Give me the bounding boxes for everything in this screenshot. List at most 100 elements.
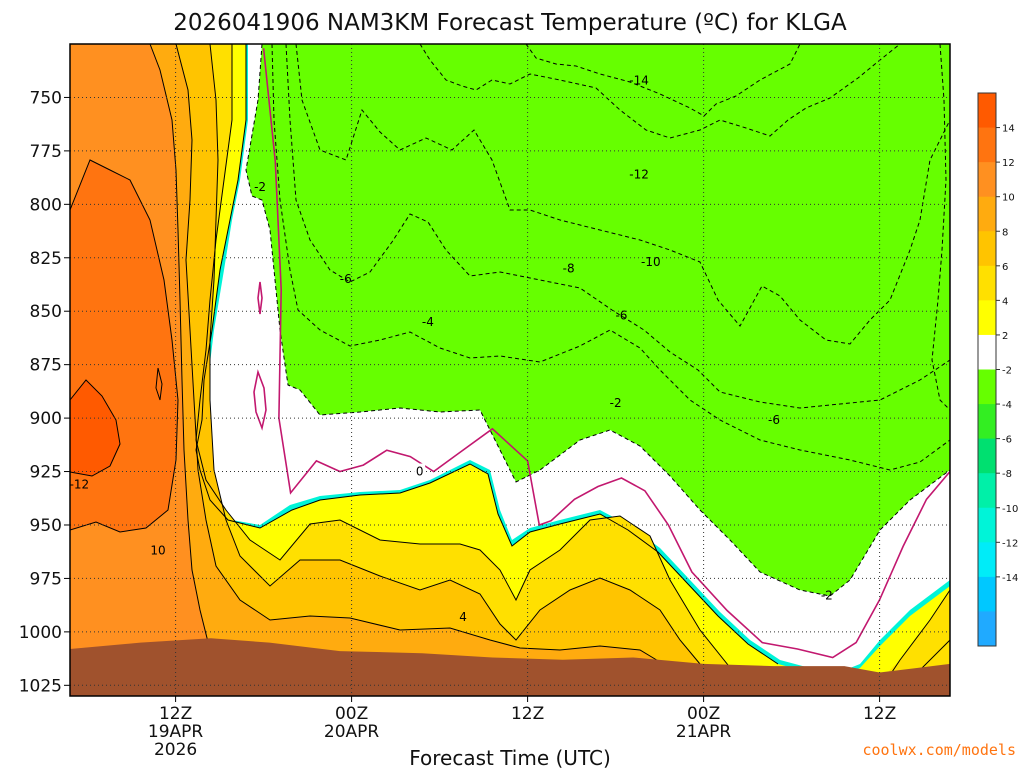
y-tick-label: 800	[30, 195, 62, 215]
y-tick-label: 775	[30, 142, 62, 162]
zero-isotherm	[262, 48, 950, 659]
colorbar-label: -12	[1002, 538, 1018, 549]
colorbar-swatch	[978, 404, 996, 440]
colorbar-label: 2	[1002, 331, 1008, 342]
contour-line	[195, 44, 741, 681]
contour-label: -12	[629, 167, 649, 181]
contour-label: 4	[459, 610, 467, 624]
colorbar-swatch	[978, 334, 996, 370]
y-tick-label: 875	[30, 356, 62, 376]
y-tick-label: 1000	[19, 623, 62, 643]
contour-line	[271, 44, 950, 471]
contour-label-bg	[414, 463, 426, 478]
band-minus-2	[246, 44, 950, 596]
colorbar-label: 6	[1002, 262, 1008, 273]
contour-label: -2	[254, 180, 266, 194]
contour-labels: -14 -12 -10 -8 -6 -6 -6 -4 -2 -2 -2 0 4 -12 10	[70, 73, 833, 624]
colorbar: 14 12 10 8 6 4 2 -2 -4 -6 -8 -10 -12 -14	[977, 92, 1018, 647]
contour-label: -6	[340, 272, 352, 286]
contour-line	[70, 159, 179, 533]
colorbar-label: 4	[1002, 296, 1008, 307]
colorbar-swatch	[978, 231, 996, 267]
colorbar-label: 14	[1002, 124, 1015, 135]
contour-label: -14	[629, 73, 649, 87]
contour-label: 10	[150, 544, 165, 558]
contour-line	[931, 44, 950, 411]
colorbar-label: -2	[1002, 366, 1012, 377]
colorbar-label: 10	[1002, 193, 1015, 204]
zero-isotherm-loop	[253, 369, 267, 431]
contour-line	[285, 44, 950, 409]
contour-label: -4	[422, 315, 434, 329]
terrain-surface	[70, 638, 950, 696]
contour-label: -2	[821, 589, 833, 603]
contour-line	[245, 44, 950, 597]
x-tick-label: 19APR	[148, 722, 204, 742]
chart-title: 2026041906 NAM3KM Forecast Temperature (…	[173, 10, 847, 36]
colorbar-swatch	[978, 576, 996, 612]
colorbar-swatch	[978, 300, 996, 336]
contour-line	[419, 44, 901, 139]
contour-line	[525, 44, 801, 117]
zero-isotherm-loop	[257, 281, 263, 315]
y-axis: 750 775 800 825 850 875 900 925 950 975 1000 1025	[19, 88, 70, 696]
y-tick-label: 1025	[19, 676, 62, 696]
colorbar-label: 12	[1002, 158, 1015, 169]
contour-label: -6	[768, 413, 780, 427]
contour-line	[70, 379, 121, 477]
colorbar-swatch	[978, 369, 996, 405]
plot-area: -14 -12 -10 -8 -6 -6 -6 -4 -2 -2 -2 0 4 -12 10	[70, 44, 950, 696]
y-tick-label: 975	[30, 569, 62, 589]
y-tick-label: 900	[30, 409, 62, 429]
colorbar-swatch	[978, 93, 996, 129]
contour-label: 0	[416, 465, 424, 479]
x-tick-label: 00Z	[335, 704, 368, 724]
contour-line	[155, 367, 163, 401]
x-tick-label: 20APR	[324, 722, 380, 742]
x-tick-label: 12Z	[511, 704, 544, 724]
colorbar-swatch	[978, 473, 996, 509]
colorbar-swatch	[978, 127, 996, 163]
y-tick-label: 925	[30, 463, 62, 483]
y-tick-label: 950	[30, 516, 62, 536]
contour-label: -8	[563, 261, 575, 275]
band-plus-14	[70, 380, 120, 476]
colorbar-label: -14	[1002, 573, 1018, 584]
band-plus-2	[70, 44, 950, 696]
colorbar-swatch	[978, 196, 996, 232]
grid	[70, 44, 950, 696]
y-tick-label: 850	[30, 302, 62, 322]
x-tick-label: 12Z	[863, 704, 896, 724]
x-tick-label: 21APR	[676, 722, 732, 742]
colorbar-label: 8	[1002, 227, 1008, 238]
colorbar-swatch	[978, 438, 996, 474]
x-tick-label: 00Z	[687, 704, 720, 724]
contour-line	[195, 44, 779, 665]
contour-line	[209, 44, 701, 665]
credit-text: coolwx.com/models	[862, 741, 1016, 759]
colorbar-swatch	[978, 507, 996, 543]
colorbar-swatch	[978, 162, 996, 198]
contour-label: -6	[615, 308, 627, 322]
contour-line	[149, 44, 211, 651]
contour-label: -12	[70, 477, 90, 491]
contour-line	[175, 44, 661, 663]
x-tick-label: 12Z	[159, 704, 192, 724]
colorbar-swatch	[978, 611, 996, 647]
y-tick-label: 825	[30, 249, 62, 269]
contour-label: -10	[641, 255, 661, 269]
colorbar-label: -10	[1002, 504, 1018, 515]
contour-label: -2	[610, 396, 622, 410]
x-axis-label: Forecast Time (UTC)	[409, 746, 611, 768]
x-tick-label: 2026	[154, 740, 197, 760]
colorbar-label: -4	[1002, 400, 1012, 411]
plot-frame	[69, 43, 951, 697]
contour-line	[295, 44, 950, 345]
colorbar-swatch	[978, 542, 996, 578]
colorbar-swatch	[978, 265, 996, 301]
y-tick-label: 750	[30, 88, 62, 108]
colorbar-label: -6	[1002, 435, 1012, 446]
negative-contours	[245, 44, 950, 597]
